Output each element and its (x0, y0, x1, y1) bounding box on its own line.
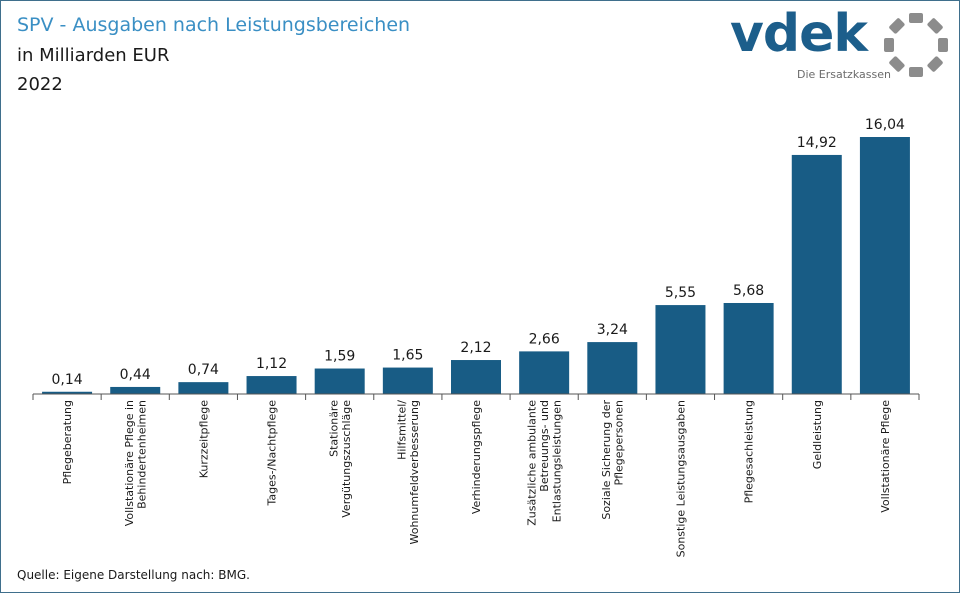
bar (246, 376, 297, 394)
bar-value-label: 0,14 (51, 372, 82, 388)
category-label-line: Geldleistung (811, 400, 824, 469)
bar-value-label: 3,24 (597, 322, 628, 338)
logo-ring-segment (909, 13, 923, 23)
bar-value-label: 5,68 (733, 283, 764, 299)
bar-value-label: 2,12 (460, 340, 491, 356)
bar (859, 137, 910, 394)
bar (723, 302, 774, 394)
logo-ring-segment (889, 18, 905, 34)
bar (655, 305, 706, 394)
category-label-line: Vollstationäre Pflege in (123, 400, 136, 526)
category-label: Soziale Sicherung der Pflegepersonen (600, 400, 626, 520)
category-label: Pflegesachleistung (743, 400, 756, 503)
logo-ring-icon (884, 13, 948, 77)
category-label: Verhinderungspflege (470, 400, 483, 514)
logo-ring-segment (884, 38, 894, 52)
vdek-logo: vdek Die Ersatzkassen (730, 4, 952, 88)
category-label-line: Vollstationäre Pflege (879, 400, 892, 513)
category-label-line: Soziale Sicherung der (600, 400, 613, 520)
logo-ring-segment (938, 38, 948, 52)
category-label-line: Pflegepersonen (613, 400, 626, 486)
chart-subtitle: in Milliarden EUR (17, 45, 170, 66)
category-label: Sonstige Leistungsausgaben (674, 400, 687, 557)
bar (314, 368, 365, 394)
chart-title: SPV - Ausgaben nach Leistungsbereichen (17, 14, 411, 36)
bar (451, 360, 501, 394)
category-label: Kurzzeitpflege (197, 400, 210, 479)
logo-ring-segment (927, 56, 943, 72)
bar-value-label: 0,74 (188, 362, 219, 378)
chart-year: 2022 (17, 74, 63, 95)
bar-value-label: 1,65 (392, 348, 423, 364)
bar (382, 367, 433, 394)
category-label-line: Sonstige Leistungsausgaben (674, 400, 687, 557)
bar-value-label: 5,55 (665, 285, 696, 301)
category-label-line: Wohnumfeldverbesserung (408, 400, 421, 544)
category-label-line: Tages-/Nachtpflege (266, 400, 279, 507)
bar-value-label: 0,44 (120, 367, 151, 383)
bar-value-label: 2,66 (529, 331, 560, 347)
bar (42, 391, 93, 394)
category-label-line: Vergütungszuschläge (340, 400, 353, 518)
category-label-line: Behindertenheimen (135, 400, 148, 509)
category-label-line: Stationäre (327, 400, 340, 457)
bar-value-label: 1,59 (324, 349, 355, 365)
logo-ring-segment (889, 56, 905, 72)
category-label-line: Kurzzeitpflege (197, 400, 210, 479)
category-label: Geldleistung (811, 400, 824, 469)
category-label-line: Pflegesachleistung (743, 400, 756, 503)
category-label: Vollstationäre Pflege in Behindertenheime… (123, 400, 149, 526)
category-label: Tages-/Nachtpflege (266, 400, 279, 507)
category-label-line: Verhinderungspflege (470, 400, 483, 514)
bar-value-label: 1,12 (256, 356, 287, 372)
bar (110, 386, 161, 394)
category-label-line: Pflegeberatung (61, 400, 74, 484)
category-label: Hilfsmittel/Wohnumfeldverbesserung (396, 400, 422, 545)
category-label: Zusätzliche ambulante Betreuungs- und Entl… (526, 400, 564, 526)
logo-wordmark: vdek (730, 4, 868, 64)
bar-value-label: 16,04 (865, 117, 905, 133)
category-label: Vollstationäre Pflege (879, 400, 892, 513)
category-label: Pflegeberatung (61, 400, 74, 484)
category-label-line: Hilfsmittel/ (396, 400, 409, 460)
source-note: Quelle: Eigene Darstellung nach: BMG. (17, 568, 250, 582)
category-label: Stationäre Vergütungszuschläge (327, 400, 353, 518)
category-label-line: Betreuungs- und (538, 400, 551, 492)
bar-value-label: 14,92 (797, 135, 837, 151)
bar (519, 351, 570, 394)
bar (178, 382, 229, 394)
bar (791, 154, 842, 394)
logo-tagline: Die Ersatzkassen (797, 68, 891, 81)
logo-ring-segment (927, 18, 943, 34)
category-label-line: Zusätzliche ambulante (526, 400, 539, 526)
category-label-line: Entlastungsleistungen (551, 400, 564, 522)
logo-ring-segment (909, 67, 923, 77)
bar (587, 342, 638, 394)
